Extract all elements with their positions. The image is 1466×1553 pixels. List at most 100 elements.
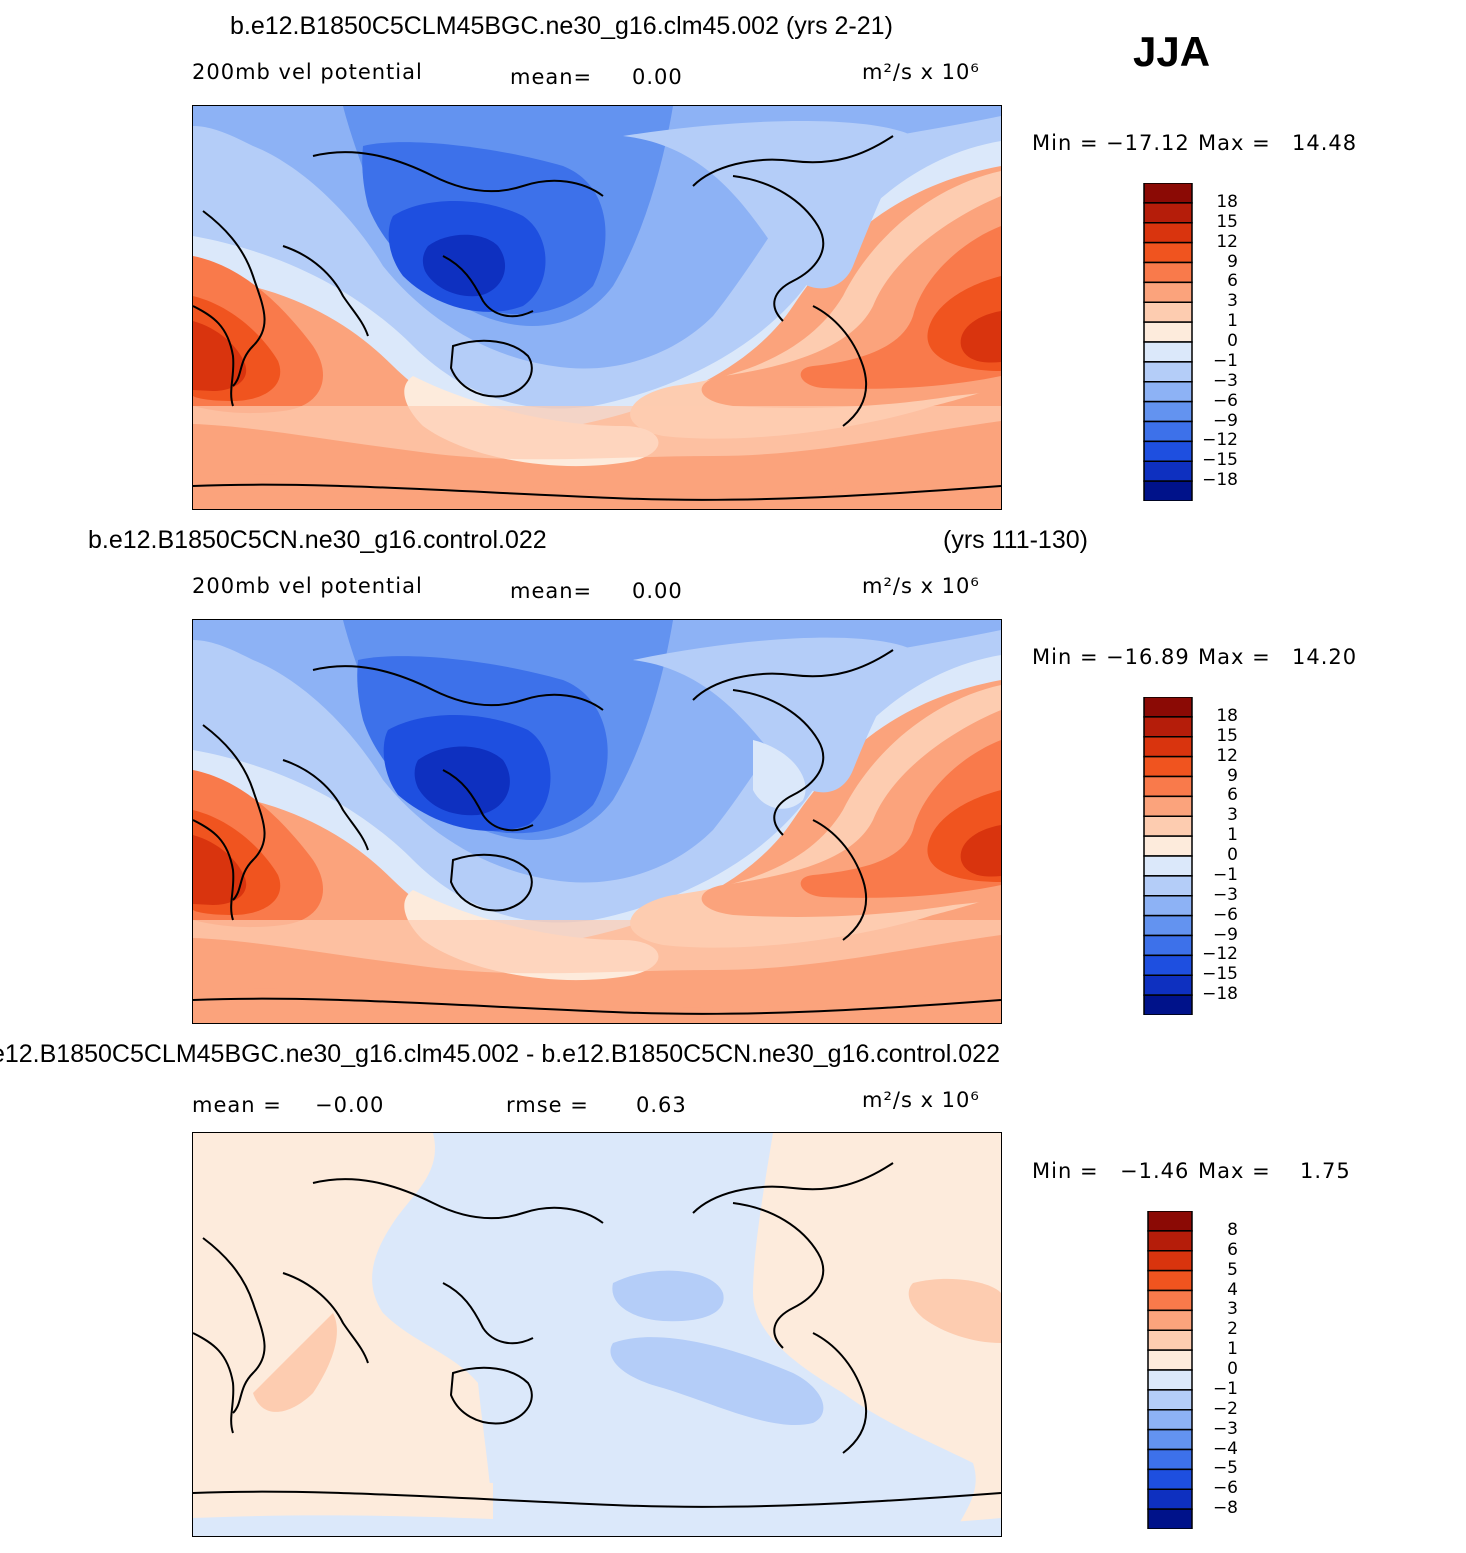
colorbar-swatch xyxy=(1147,1488,1193,1510)
colorbar-tick-label: 12 xyxy=(1216,231,1238,252)
panel1-colorbar xyxy=(1143,182,1193,502)
colorbar-swatch xyxy=(1143,895,1193,917)
colorbar-tick-label: −8 xyxy=(1212,1498,1238,1519)
colorbar-swatch xyxy=(1147,1409,1193,1431)
colorbar-swatch xyxy=(1143,755,1193,778)
colorbar-swatch xyxy=(1143,716,1193,738)
colorbar-tick-label: −18 xyxy=(1202,470,1238,491)
colorbar-tick-label: −3 xyxy=(1212,370,1238,391)
colorbar-swatch xyxy=(1143,182,1193,204)
colorbar-swatch xyxy=(1143,696,1193,718)
panel2-title: b.e12.B1850C5CN.ne30_g16.control.022 xyxy=(88,526,547,554)
panel2-mean-label: mean= xyxy=(510,579,593,603)
panel3-units: m²/s x 10⁶ xyxy=(862,1088,980,1112)
colorbar-tick-label: 0 xyxy=(1227,331,1238,351)
colorbar-swatch xyxy=(1147,1210,1193,1232)
panel1-map xyxy=(192,105,1002,510)
colorbar-tick-label: −18 xyxy=(1202,984,1238,1005)
panel1-min-value: −17.12 xyxy=(1106,131,1190,155)
colorbar-swatch xyxy=(1147,1508,1193,1530)
panel1-contour-field xyxy=(193,106,1001,509)
colorbar-tick-label: −15 xyxy=(1202,964,1238,985)
panel2-max-label: Max = xyxy=(1198,645,1271,669)
panel3-min-label: Min = xyxy=(1032,1159,1099,1183)
colorbar-tick-label: 0 xyxy=(1227,1359,1238,1379)
colorbar-swatch xyxy=(1143,480,1193,502)
colorbar-tick-label: 15 xyxy=(1216,725,1238,746)
colorbar-swatch xyxy=(1143,736,1193,758)
panel1-title: b.e12.B1850C5CLM45BGC.ne30_g16.clm45.002… xyxy=(230,12,893,40)
colorbar-swatch xyxy=(1147,1389,1193,1411)
panel2-colorbar-svg xyxy=(1143,696,1193,1016)
colorbar-tick-label: −3 xyxy=(1212,884,1238,905)
panel2-map xyxy=(192,619,1002,1024)
panel3-max-value: 1.75 xyxy=(1300,1159,1351,1183)
colorbar-swatch xyxy=(1143,855,1193,877)
colorbar-tick-label: −9 xyxy=(1212,410,1238,431)
colorbar-tick-label: −1 xyxy=(1212,350,1238,371)
panel1-units: m²/s x 10⁶ xyxy=(862,60,980,84)
panel1-mean-label: mean= xyxy=(510,65,593,89)
colorbar-swatch xyxy=(1143,321,1193,343)
colorbar-tick-label: 9 xyxy=(1227,765,1238,786)
colorbar-tick-label: −1 xyxy=(1212,1378,1238,1399)
colorbar-swatch xyxy=(1147,1329,1193,1351)
colorbar-swatch xyxy=(1143,400,1193,423)
colorbar-swatch xyxy=(1143,914,1193,937)
panel3-mean-label: mean = xyxy=(192,1093,282,1117)
colorbar-swatch xyxy=(1143,460,1193,482)
colorbar-swatch xyxy=(1147,1468,1193,1490)
colorbar-swatch xyxy=(1143,341,1193,363)
colorbar-swatch xyxy=(1147,1369,1193,1391)
colorbar-swatch xyxy=(1143,202,1193,224)
colorbar-tick-label: 1 xyxy=(1227,311,1238,332)
colorbar-swatch xyxy=(1143,361,1193,383)
colorbar-swatch xyxy=(1147,1269,1193,1292)
colorbar-tick-label: 9 xyxy=(1227,251,1238,272)
colorbar-tick-label: −6 xyxy=(1212,904,1238,925)
colorbar-swatch xyxy=(1143,301,1193,323)
colorbar-swatch xyxy=(1143,795,1193,817)
colorbar-swatch xyxy=(1143,775,1193,798)
colorbar-swatch xyxy=(1147,1289,1193,1312)
panel3-rmse-label: rmse = xyxy=(506,1093,589,1117)
colorbar-tick-label: 5 xyxy=(1227,1259,1238,1280)
panel2-contour-field xyxy=(193,620,1001,1023)
panel1-colorbar-svg xyxy=(1143,182,1193,502)
colorbar-tick-label: −3 xyxy=(1212,1418,1238,1439)
panel3-rmse-value: 0.63 xyxy=(636,1093,687,1117)
colorbar-tick-label: 1 xyxy=(1227,1339,1238,1360)
panel2-min-value: −16.89 xyxy=(1106,645,1190,669)
colorbar-tick-label: 3 xyxy=(1227,1299,1238,1320)
panel2-max-value: 14.20 xyxy=(1292,645,1358,669)
colorbar-tick-label: 18 xyxy=(1216,191,1238,212)
colorbar-swatch xyxy=(1143,815,1193,837)
panel2-units: m²/s x 10⁶ xyxy=(862,574,980,598)
colorbar-tick-label: 8 xyxy=(1227,1219,1238,1240)
colorbar-swatch xyxy=(1147,1448,1193,1471)
colorbar-tick-label: 3 xyxy=(1227,805,1238,826)
colorbar-tick-label: 3 xyxy=(1227,291,1238,312)
panel1-max-label: Max = xyxy=(1198,131,1271,155)
colorbar-swatch xyxy=(1147,1250,1193,1272)
panel3-min-value: −1.46 xyxy=(1120,1159,1190,1183)
colorbar-tick-label: −2 xyxy=(1212,1398,1238,1419)
colorbar-swatch xyxy=(1143,222,1193,244)
panel2-min-label: Min = xyxy=(1032,645,1099,669)
panel3-colorbar-svg xyxy=(1147,1210,1193,1530)
panel3-map xyxy=(192,1132,1002,1537)
colorbar-swatch xyxy=(1147,1230,1193,1252)
panel3-mean-value: −0.00 xyxy=(315,1093,385,1117)
colorbar-swatch xyxy=(1143,875,1193,897)
colorbar-swatch xyxy=(1143,440,1193,462)
panel1-mean-value: 0.00 xyxy=(632,65,683,89)
panel3-colorbar xyxy=(1147,1210,1193,1530)
colorbar-swatch xyxy=(1143,261,1193,284)
colorbar-tick-label: −6 xyxy=(1212,1478,1238,1499)
colorbar-swatch xyxy=(1147,1428,1193,1451)
colorbar-tick-label: 18 xyxy=(1216,705,1238,726)
colorbar-tick-label: −9 xyxy=(1212,924,1238,945)
colorbar-swatch xyxy=(1143,281,1193,303)
colorbar-swatch xyxy=(1143,954,1193,976)
colorbar-swatch xyxy=(1143,835,1193,857)
